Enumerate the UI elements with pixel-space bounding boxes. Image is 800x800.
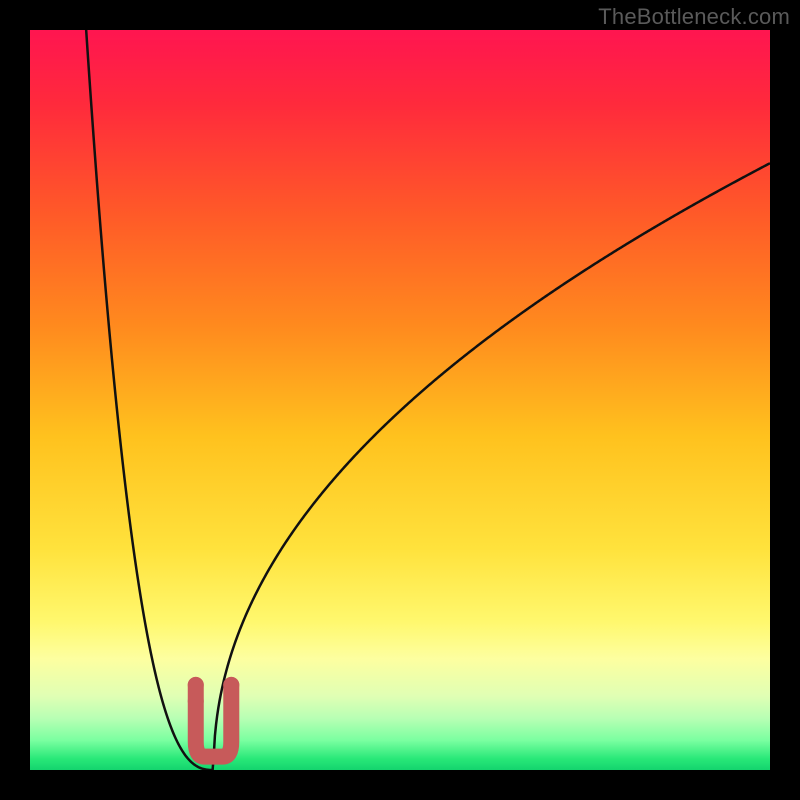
bottleneck-curve-chart [0,0,800,800]
valley-marker-dot [188,677,204,693]
watermark-text: TheBottleneck.com [598,4,790,30]
valley-marker-dot [188,693,204,709]
valley-marker-dot [223,677,239,693]
gradient-background [30,30,770,770]
chart-container: TheBottleneck.com [0,0,800,800]
